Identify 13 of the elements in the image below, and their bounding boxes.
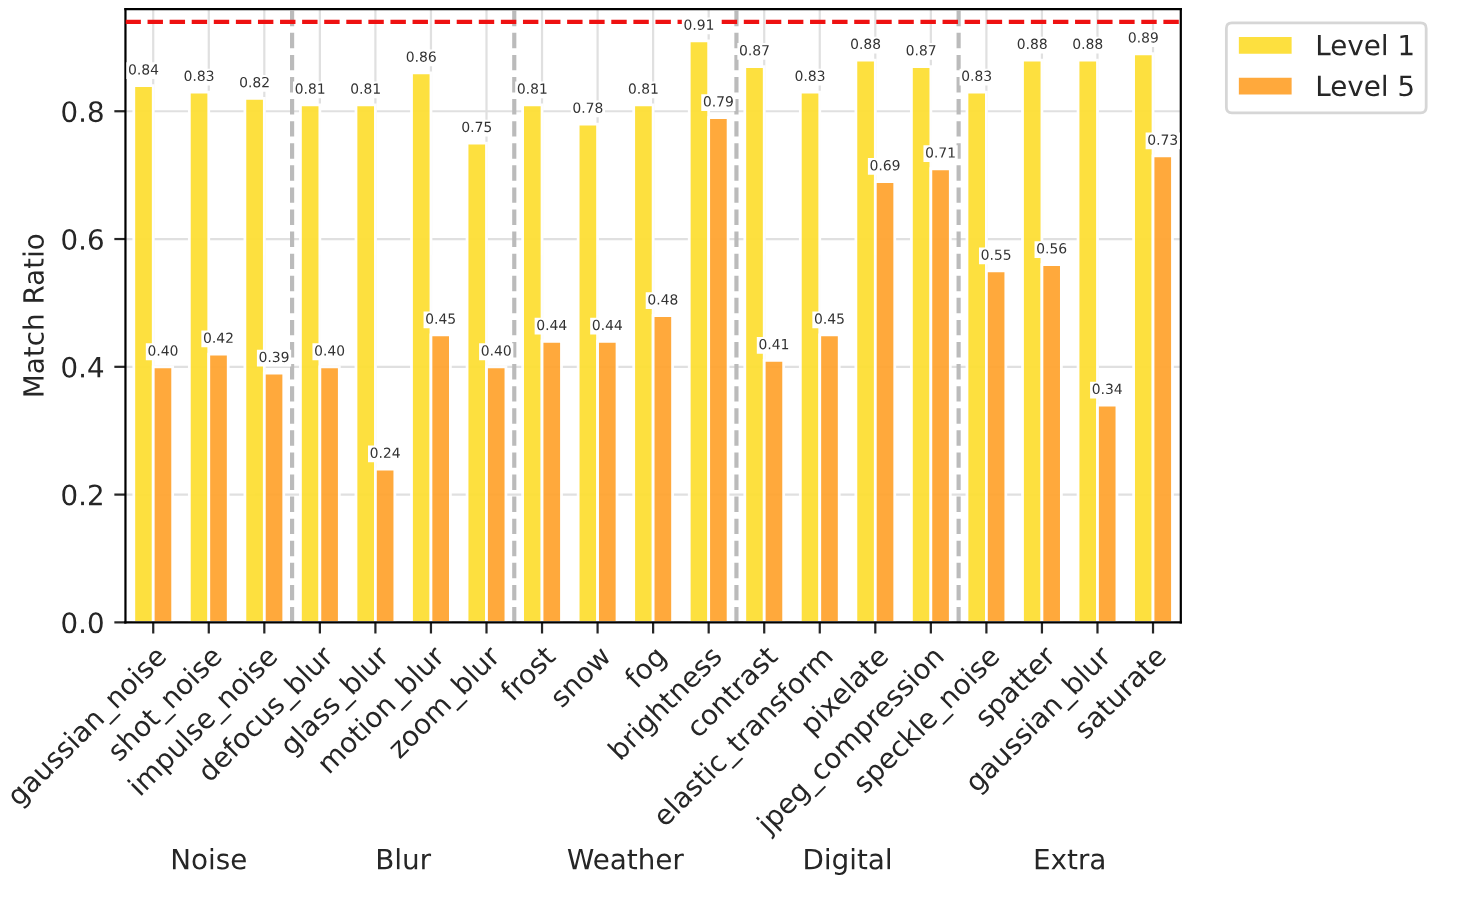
y-axis-title: Match Ratio: [22, 234, 44, 396]
y-tick-label: 0.6: [62, 228, 103, 250]
y-tick-label: 0.0: [62, 612, 103, 634]
text: Noise: [172, 848, 246, 870]
legend-label: Level 5: [1317, 74, 1413, 97]
legend-label: Level 1: [1317, 34, 1413, 56]
text: Digital: [805, 848, 890, 875]
y-tick-label: 0.4: [62, 356, 104, 378]
text: Weather: [567, 848, 684, 870]
y-tick-label: 0.2: [62, 484, 102, 506]
text: Blur: [378, 848, 432, 870]
text: Extra: [1035, 848, 1104, 870]
y-tick-label: 0.8: [62, 101, 103, 123]
